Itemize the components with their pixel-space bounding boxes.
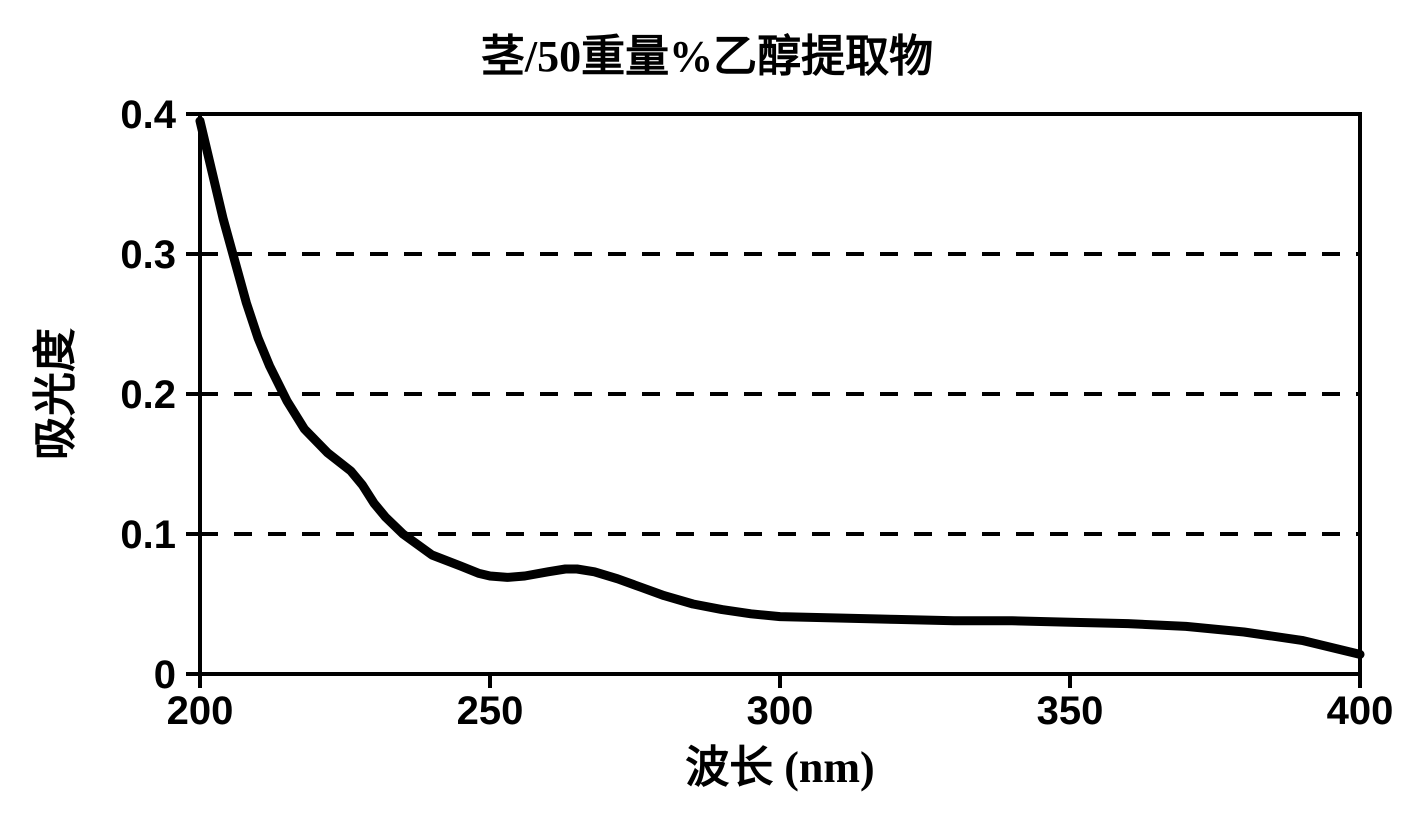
x-tick-label: 300: [747, 689, 814, 733]
y-tick-label: 0: [154, 653, 176, 697]
y-tick-label: 0.1: [120, 513, 176, 557]
x-axis-label: 波长 (nm): [685, 743, 874, 792]
x-tick-label: 200: [167, 689, 234, 733]
x-tick-label: 350: [1037, 689, 1104, 733]
spectrum-chart-svg: 200 250 300 350 400 0 0.1 0.2 0.3 0.4 波长 (nm) 吸光度: [20, 94, 1394, 814]
x-tick-label: 250: [457, 689, 524, 733]
spectrum-chart-container: 茎/50重量%乙醇提取物 200 250 300 350 400 0 0.1 0.2 0.3 0.…: [20, 20, 1394, 814]
y-tick-label: 0.2: [120, 373, 176, 417]
chart-title: 茎/50重量%乙醇提取物: [20, 20, 1394, 84]
y-tick-label: 0.3: [120, 233, 176, 277]
x-tick-label: 400: [1327, 689, 1394, 733]
y-axis-label: 吸光度: [31, 328, 80, 460]
y-tick-label: 0.4: [120, 94, 176, 137]
